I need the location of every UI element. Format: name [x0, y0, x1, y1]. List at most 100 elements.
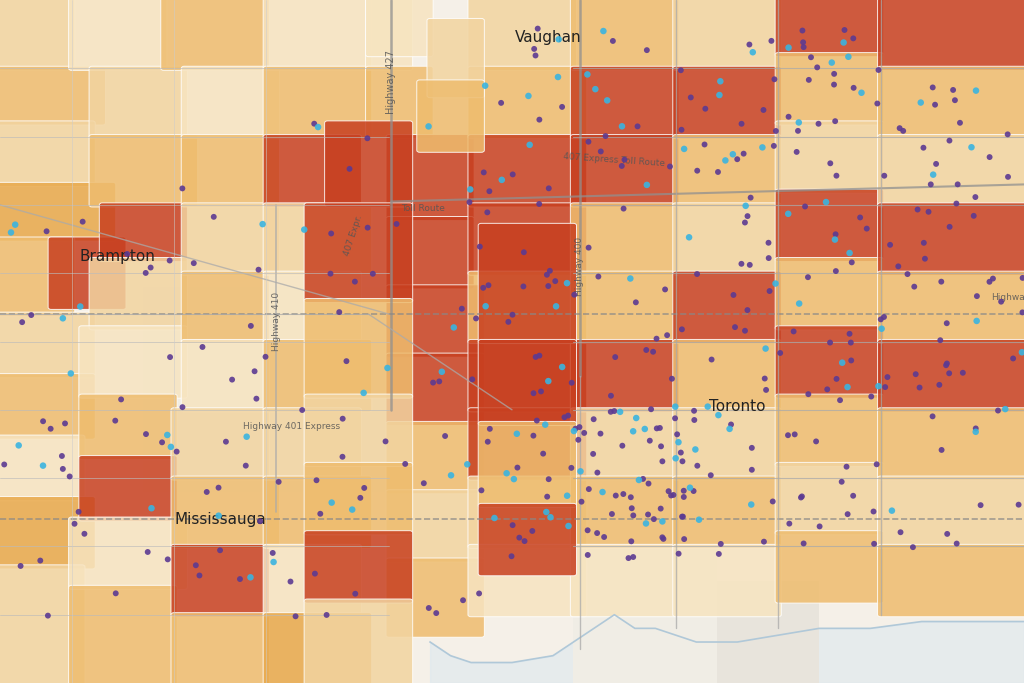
FancyBboxPatch shape [775, 326, 884, 398]
Point [520, 90, 537, 101]
Point [590, 271, 606, 282]
Point [702, 470, 719, 481]
Point [613, 121, 630, 132]
Point [742, 192, 759, 203]
Point [541, 183, 557, 194]
Point [729, 154, 745, 165]
Point [615, 203, 632, 214]
Point [243, 572, 259, 583]
Point [884, 505, 900, 516]
Point [62, 368, 79, 379]
Point [758, 385, 774, 395]
FancyBboxPatch shape [304, 599, 413, 683]
Point [654, 516, 671, 527]
FancyBboxPatch shape [468, 66, 587, 139]
Point [252, 516, 268, 527]
Point [939, 529, 955, 540]
Text: Highway 401 Express: Highway 401 Express [244, 422, 340, 432]
FancyBboxPatch shape [468, 135, 587, 207]
Point [607, 490, 624, 501]
Point [964, 142, 980, 153]
Point [35, 416, 51, 427]
Point [767, 278, 783, 289]
FancyBboxPatch shape [570, 339, 679, 412]
Point [560, 520, 577, 531]
FancyBboxPatch shape [468, 339, 587, 412]
Point [646, 514, 663, 525]
Point [257, 351, 273, 362]
Point [516, 535, 532, 546]
Point [674, 124, 690, 135]
FancyBboxPatch shape [478, 339, 577, 426]
Point [3, 227, 19, 238]
Point [559, 490, 575, 501]
Point [473, 485, 489, 496]
Point [231, 574, 248, 585]
Point [785, 326, 802, 337]
Point [934, 445, 950, 456]
Point [347, 276, 364, 287]
FancyBboxPatch shape [181, 66, 280, 139]
Point [494, 174, 510, 185]
Point [630, 121, 646, 132]
FancyBboxPatch shape [878, 203, 1024, 275]
Point [331, 307, 347, 318]
Point [645, 346, 662, 357]
Point [756, 536, 772, 547]
FancyBboxPatch shape [468, 271, 587, 344]
Point [75, 217, 91, 227]
FancyBboxPatch shape [570, 544, 679, 617]
Point [38, 226, 54, 237]
Point [416, 478, 432, 489]
Point [586, 414, 602, 425]
FancyBboxPatch shape [89, 66, 187, 139]
Point [725, 149, 741, 160]
Point [605, 36, 622, 46]
Point [667, 401, 683, 412]
Point [596, 531, 612, 542]
Point [191, 570, 208, 581]
Point [624, 536, 640, 547]
Point [464, 374, 480, 385]
Point [674, 456, 690, 466]
Point [741, 260, 758, 270]
Point [870, 380, 887, 391]
Point [915, 142, 932, 153]
Text: Vaughan: Vaughan [514, 30, 582, 45]
Point [1014, 347, 1024, 358]
FancyBboxPatch shape [417, 80, 484, 152]
Point [480, 280, 497, 291]
Point [421, 602, 437, 613]
Bar [143, 287, 389, 492]
Point [338, 356, 354, 367]
Point [811, 521, 827, 532]
FancyBboxPatch shape [570, 271, 679, 344]
Point [14, 317, 31, 328]
FancyBboxPatch shape [386, 558, 484, 637]
Point [669, 429, 685, 440]
Point [877, 170, 893, 181]
FancyBboxPatch shape [69, 517, 187, 589]
Point [540, 376, 556, 387]
Point [668, 453, 684, 464]
Point [486, 512, 503, 523]
Point [968, 85, 984, 96]
Point [717, 155, 733, 166]
FancyBboxPatch shape [468, 476, 587, 548]
Point [462, 184, 478, 195]
FancyBboxPatch shape [0, 121, 95, 186]
Point [527, 50, 544, 61]
Point [800, 272, 816, 283]
Point [756, 104, 772, 115]
Point [671, 548, 687, 559]
FancyBboxPatch shape [89, 135, 198, 207]
Point [828, 170, 845, 181]
FancyBboxPatch shape [263, 408, 361, 480]
Point [676, 486, 692, 497]
Point [580, 550, 596, 561]
Point [846, 83, 862, 94]
Point [951, 117, 968, 128]
Point [211, 510, 227, 521]
Point [735, 148, 752, 159]
Point [1015, 273, 1024, 283]
